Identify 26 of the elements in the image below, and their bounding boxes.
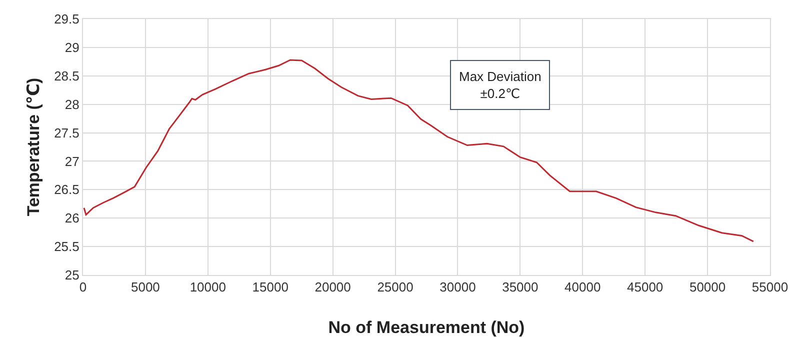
- y-tick-label: 27: [64, 154, 80, 169]
- line-series: [83, 59, 754, 242]
- x-tick-label: 15000: [252, 280, 288, 295]
- x-tick-label: 0: [79, 280, 87, 295]
- y-tick-label: 28.5: [54, 68, 80, 84]
- y-tick-label: 26.5: [54, 182, 80, 198]
- y-tick-label: 25: [64, 268, 80, 283]
- y-tick-label: 28: [64, 96, 80, 112]
- x-tick-label: 20000: [314, 280, 351, 295]
- y-tick-label: 25.5: [54, 239, 80, 254]
- x-tick-label: 30000: [440, 280, 476, 295]
- y-tick-label: 27.5: [54, 125, 80, 140]
- y-tick-label: 29.5: [54, 12, 80, 27]
- x-tick-label: 35000: [502, 280, 538, 295]
- y-tick-label: 26: [64, 210, 80, 226]
- x-tick-label: 55000: [752, 280, 788, 295]
- y-axis-title: Temperature (℃): [24, 78, 43, 216]
- x-tick-label: 50000: [689, 280, 726, 295]
- y-tick-label: 29: [64, 40, 80, 55]
- x-axis-title: No of Measurement (No): [328, 318, 525, 337]
- annotation: Max Deviation ±0.2℃: [459, 69, 542, 101]
- x-tick-label: 25000: [377, 280, 414, 295]
- x-tick-label: 45000: [627, 280, 664, 295]
- x-tick-label: 5000: [130, 280, 160, 295]
- x-tick-label: 10000: [190, 280, 226, 295]
- x-tick-label: 40000: [564, 280, 601, 295]
